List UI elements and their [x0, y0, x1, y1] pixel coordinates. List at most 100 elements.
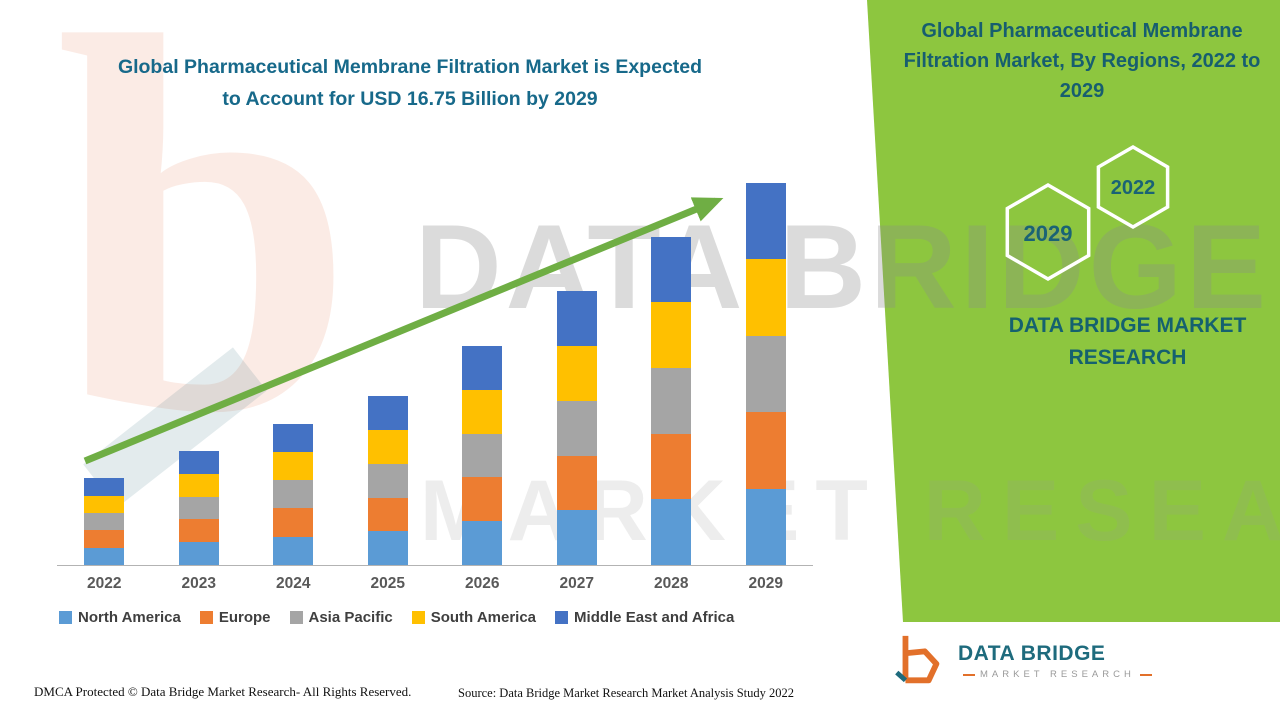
bar-segment-asia-pacific — [178, 496, 219, 520]
bar-segment-north-america — [178, 542, 219, 565]
bar-segment-asia-pacific — [273, 480, 314, 509]
chart-title-line2: to Account for USD 16.75 Billion by 2029 — [222, 87, 598, 110]
bar-stack — [556, 291, 597, 565]
bar-segment-europe — [556, 455, 597, 511]
bar-segment-europe — [367, 497, 408, 532]
legend-item-middle-east-and-africa: Middle East and Africa — [555, 609, 734, 626]
legend-swatch — [199, 611, 213, 624]
x-axis-label-2024: 2024 — [276, 575, 311, 592]
legend-label: Middle East and Africa — [574, 609, 735, 626]
bar-segment-asia-pacific — [745, 335, 786, 413]
x-axis-label-2022: 2022 — [87, 575, 122, 592]
bar-segment-south-america — [556, 346, 597, 401]
databridge-logo: DATA BRIDGE MARKET RESEARCH — [890, 632, 1157, 690]
stacked-bar-chart: 2022 2023 2024 2025 2026 2027 2028 2029 North A… — [57, 173, 813, 626]
hexagon-badge-2022 — [1096, 144, 1170, 230]
legend-swatch — [411, 611, 425, 624]
bar-segment-asia-pacific — [84, 513, 125, 531]
bar-segment-middle-east-and-africa — [745, 183, 786, 260]
footer-source-text: Source: Data Bridge Market Research Mark… — [458, 686, 795, 700]
bar-column-2023 — [152, 451, 247, 565]
bar-segment-north-america — [84, 547, 125, 565]
bar-segment-europe — [273, 508, 314, 537]
footer-dmca-text: DMCA Protected © Data Bridge Market Rese… — [34, 684, 412, 699]
legend-swatch — [289, 611, 303, 624]
bars-row — [57, 173, 813, 565]
bar-stack — [651, 236, 692, 565]
bar-column-2025 — [341, 396, 436, 565]
bar-segment-europe — [84, 530, 125, 548]
bar-segment-north-america — [367, 531, 408, 565]
bar-segment-middle-east-and-africa — [273, 423, 314, 452]
legend-label: North America — [78, 609, 181, 626]
x-axis-labels-row: 2022 2023 2024 2025 2026 2027 2028 2029 — [57, 565, 813, 593]
legend-item-north-america: North America — [59, 609, 181, 626]
bar-segment-middle-east-and-africa — [462, 346, 503, 390]
bar-segment-middle-east-and-africa — [556, 291, 597, 347]
badge-year-bottom: 2029 — [1024, 221, 1073, 246]
bar-segment-europe — [178, 519, 219, 543]
bar-stack — [462, 346, 503, 565]
bar-stack — [84, 478, 125, 565]
legend-swatch — [59, 611, 72, 624]
x-axis-label-2026: 2026 — [465, 575, 500, 592]
logo-text-block: DATA BRIDGE MARKET RESEARCH — [958, 642, 1157, 680]
bar-segment-middle-east-and-africa — [651, 236, 692, 303]
logo-subtitle: MARKET RESEARCH — [958, 669, 1157, 680]
bar-stack — [273, 423, 314, 565]
bar-segment-south-america — [84, 495, 125, 514]
bar-segment-south-america — [273, 451, 314, 481]
legend-swatch — [555, 611, 569, 624]
bar-segment-north-america — [273, 536, 314, 565]
bar-segment-asia-pacific — [651, 367, 692, 434]
bar-segment-middle-east-and-africa — [178, 451, 219, 474]
x-axis-label-2023: 2023 — [181, 575, 216, 592]
chart-title-line1: Global Pharmaceutical Membrane Filtratio… — [117, 56, 703, 78]
bar-segment-north-america — [651, 499, 692, 565]
side-panel-title: Global Pharmaceutical Membrane Filtratio… — [903, 20, 1261, 102]
legend-item-asia-pacific: Asia Pacific — [289, 609, 393, 626]
legend-label: Asia Pacific — [308, 609, 393, 626]
bar-segment-middle-east-and-africa — [84, 478, 125, 496]
bar-segment-europe — [745, 412, 786, 489]
legend-label: Europe — [218, 609, 271, 626]
bar-column-2028 — [624, 236, 719, 565]
bar-segment-north-america — [745, 488, 786, 565]
bar-segment-south-america — [178, 473, 219, 497]
bar-column-2027 — [530, 291, 625, 565]
databridge-logo-icon — [895, 635, 940, 684]
side-panel-background — [867, 0, 1280, 622]
bar-segment-south-america — [651, 302, 692, 368]
bar-segment-north-america — [556, 510, 597, 565]
logo-title: DATA BRIDGE — [958, 642, 1106, 665]
chart-legend: North America Europe Asia Pacific South Ame… — [57, 609, 813, 626]
bar-segment-middle-east-and-africa — [367, 396, 408, 430]
bar-column-2024 — [246, 423, 341, 565]
bar-segment-asia-pacific — [367, 463, 408, 498]
bar-column-2029 — [719, 183, 814, 565]
bar-column-2026 — [435, 346, 530, 565]
chart-title: Global Pharmaceutical Membrane Filtratio… — [55, 52, 765, 115]
bar-segment-asia-pacific — [556, 400, 597, 456]
legend-label: South America — [430, 609, 537, 626]
legend-item-europe: Europe — [199, 609, 271, 626]
bar-stack — [367, 396, 408, 565]
bar-column-2022 — [57, 478, 152, 565]
year-badges: 2022 2029 — [1005, 144, 1170, 282]
bar-segment-north-america — [462, 521, 503, 565]
bar-stack — [745, 183, 786, 565]
side-panel-brand: DATA BRIDGE MARKET RESEARCH — [1008, 314, 1247, 369]
bar-segment-south-america — [745, 259, 786, 336]
bar-segment-asia-pacific — [462, 433, 503, 478]
x-axis-label-2027: 2027 — [559, 575, 594, 592]
hexagon-badge-2029 — [1005, 182, 1091, 282]
bar-stack — [178, 451, 219, 565]
bar-segment-south-america — [367, 430, 408, 464]
bar-segment-europe — [462, 477, 503, 522]
x-axis-label-2029: 2029 — [748, 575, 783, 592]
badge-year-top: 2022 — [1111, 177, 1156, 199]
legend-item-south-america: South America — [411, 609, 537, 626]
x-axis-label-2028: 2028 — [654, 575, 689, 592]
bar-segment-south-america — [462, 389, 503, 434]
